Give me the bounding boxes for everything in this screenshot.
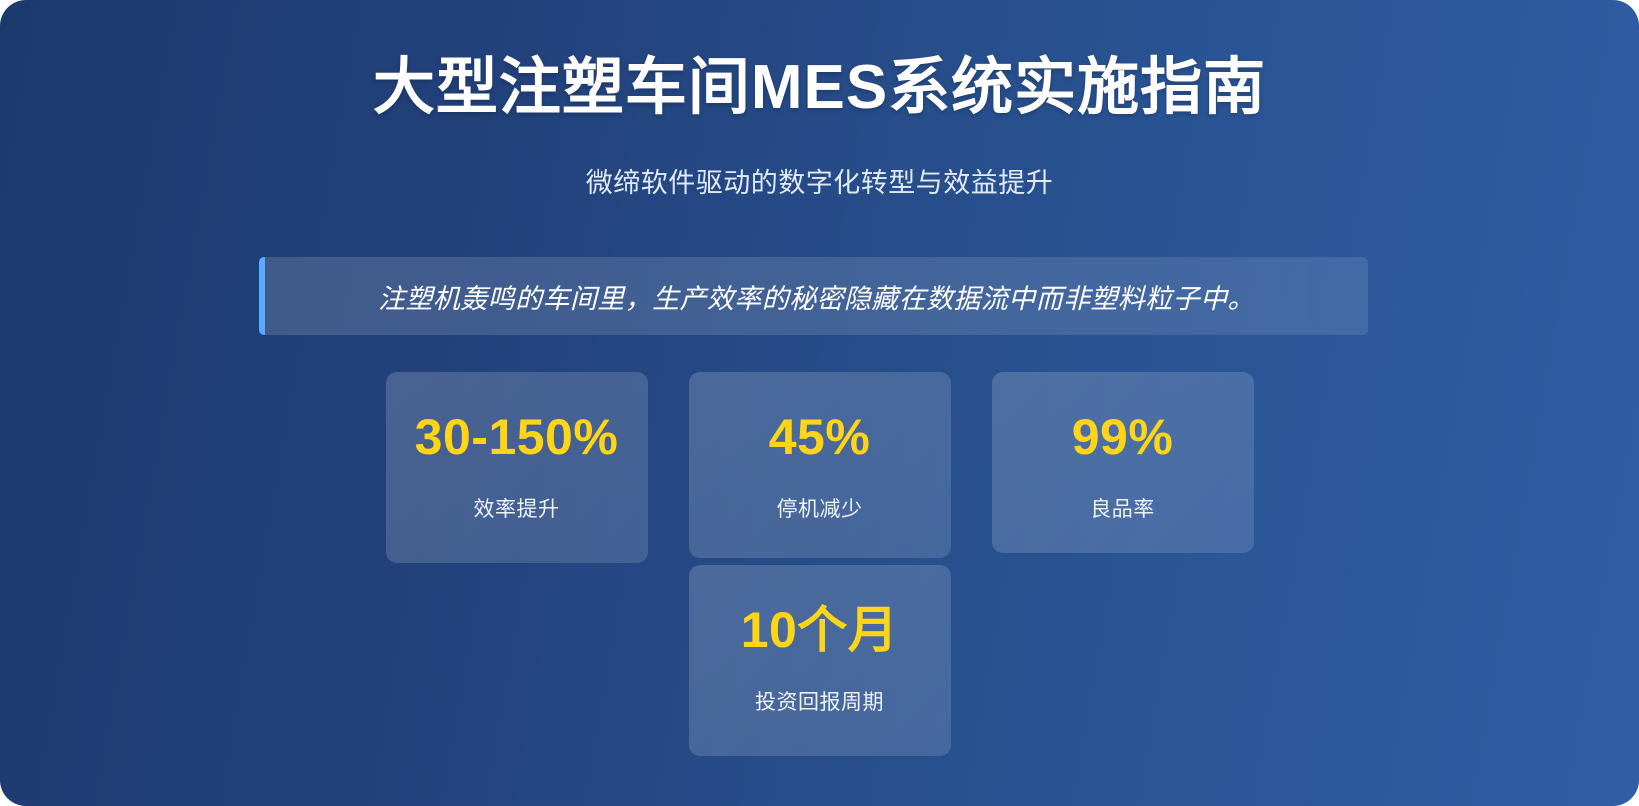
- stat-value: 99%: [1071, 409, 1174, 465]
- stat-card-roi-period: 10个月 投资回报周期: [688, 565, 951, 756]
- stat-label: 良品率: [1090, 498, 1155, 521]
- stat-label: 停机减少: [776, 498, 863, 521]
- slide-header: 大型注塑车间MES系统实施指南 微缔软件驱动的数字化转型与效益提升: [0, 0, 1639, 200]
- quote-text: 注塑机轰鸣的车间里，生产效率的秘密隐藏在数据流中而非塑料粒子中。: [378, 283, 1255, 314]
- stat-value: 30-150%: [414, 409, 619, 465]
- stat-value: 10个月: [740, 602, 899, 658]
- quote-callout: 注塑机轰鸣的车间里，生产效率的秘密隐藏在数据流中而非塑料粒子中。: [259, 257, 1368, 335]
- page-title: 大型注塑车间MES系统实施指南: [372, 53, 1267, 122]
- stat-label: 效率提升: [473, 498, 560, 521]
- stat-label: 投资回报周期: [755, 691, 884, 714]
- stat-card-row-primary: 30-150% 效率提升 45% 停机减少 99% 良品率: [0, 372, 1639, 563]
- stat-card-yield: 99% 良品率: [991, 372, 1254, 553]
- stat-value: 45%: [768, 409, 871, 465]
- stat-card-efficiency: 30-150% 效率提升: [385, 372, 648, 563]
- page-subtitle: 微缔软件驱动的数字化转型与效益提升: [585, 168, 1054, 199]
- stat-card-row-secondary: 10个月 投资回报周期: [0, 565, 1639, 756]
- stat-card-downtime: 45% 停机减少: [688, 372, 951, 558]
